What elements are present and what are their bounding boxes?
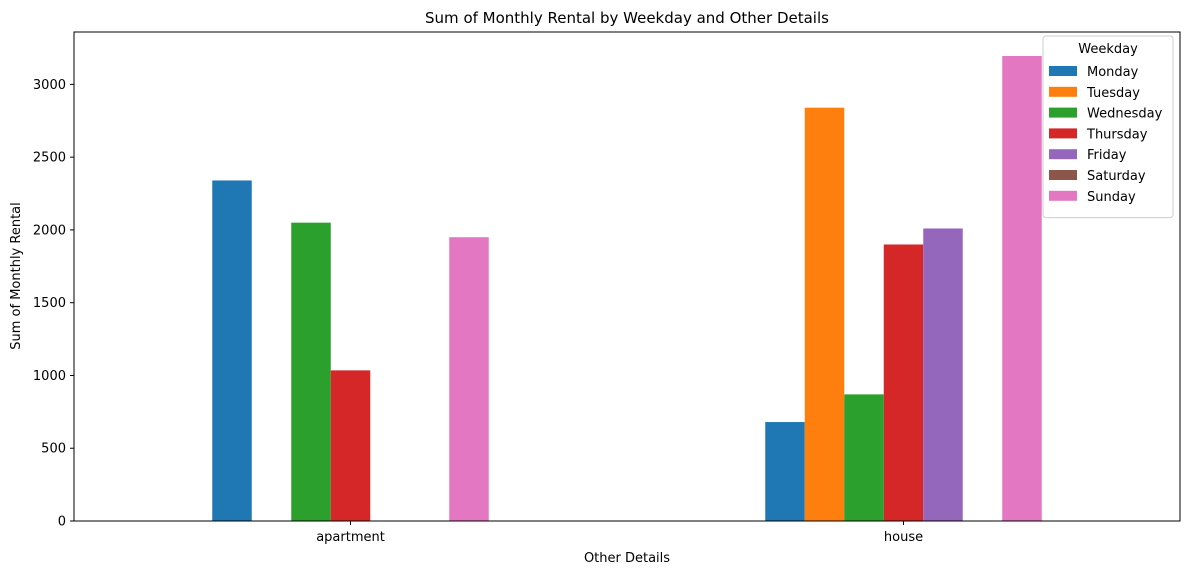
legend-swatch-sunday <box>1049 190 1077 201</box>
x-axis-ticks: apartment house <box>316 521 923 545</box>
legend-label-friday: Friday <box>1087 148 1127 163</box>
y-axis-ticks: 0 500 1000 1500 2000 2500 3000 <box>33 78 74 530</box>
y-tick-label: 0 <box>58 515 66 530</box>
legend-label-tuesday: Tuesday <box>1086 86 1140 101</box>
legend-title: Weekday <box>1078 42 1138 57</box>
y-tick-label: 1500 <box>33 296 66 311</box>
x-tick-label: house <box>884 530 923 545</box>
y-axis-label: Sum of Monthly Rental <box>9 202 24 350</box>
legend-swatch-tuesday <box>1049 86 1077 97</box>
bar-wednesday-apartment <box>291 222 331 521</box>
legend-swatch-thursday <box>1049 128 1077 139</box>
bars-group <box>212 56 1042 522</box>
x-tick-label: apartment <box>316 530 385 545</box>
legend-label-sunday: Sunday <box>1087 190 1136 205</box>
y-tick-label: 3000 <box>33 78 66 93</box>
bar-thursday-house <box>883 244 924 522</box>
y-tick-label: 1000 <box>33 369 66 384</box>
legend-label-monday: Monday <box>1087 65 1139 80</box>
plot-frame <box>73 31 1181 522</box>
bar-wednesday-house <box>844 394 884 521</box>
bar-tuesday-house <box>804 107 845 522</box>
y-tick-label: 2500 <box>33 151 66 166</box>
bar-sunday-house <box>1002 56 1042 521</box>
legend-swatch-wednesday <box>1049 107 1077 118</box>
x-axis-label: Other Details <box>584 551 670 566</box>
legend-swatch-friday <box>1049 149 1077 160</box>
legend: Weekday Monday Tuesday Wednesday Thursday Fri… <box>1042 35 1174 219</box>
legend-label-thursday: Thursday <box>1086 127 1148 142</box>
bar-sunday-apartment <box>449 237 489 521</box>
legend-swatch-monday <box>1049 66 1077 76</box>
chart-title: Sum of Monthly Rental by Weekday and Oth… <box>425 9 829 27</box>
bar-monday-apartment <box>212 180 252 521</box>
legend-swatch-saturday <box>1049 170 1077 180</box>
bar-thursday-apartment <box>330 370 371 521</box>
legend-label-saturday: Saturday <box>1087 169 1146 184</box>
legend-label-wednesday: Wednesday <box>1087 107 1163 122</box>
bar-monday-house <box>765 422 805 521</box>
y-tick-label: 2000 <box>33 223 66 238</box>
bar-friday-house <box>923 228 963 521</box>
y-tick-label: 500 <box>41 442 66 457</box>
